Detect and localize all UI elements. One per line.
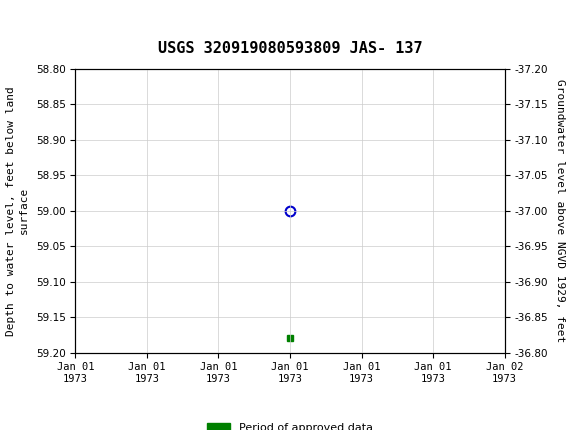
Y-axis label: Groundwater level above NGVD 1929, feet: Groundwater level above NGVD 1929, feet: [555, 79, 565, 342]
Legend: Period of approved data: Period of approved data: [203, 419, 377, 430]
Y-axis label: Depth to water level, feet below land
surface: Depth to water level, feet below land su…: [6, 86, 29, 335]
Text: ≡USGS: ≡USGS: [3, 13, 61, 32]
Text: USGS 320919080593809 JAS- 137: USGS 320919080593809 JAS- 137: [158, 41, 422, 56]
